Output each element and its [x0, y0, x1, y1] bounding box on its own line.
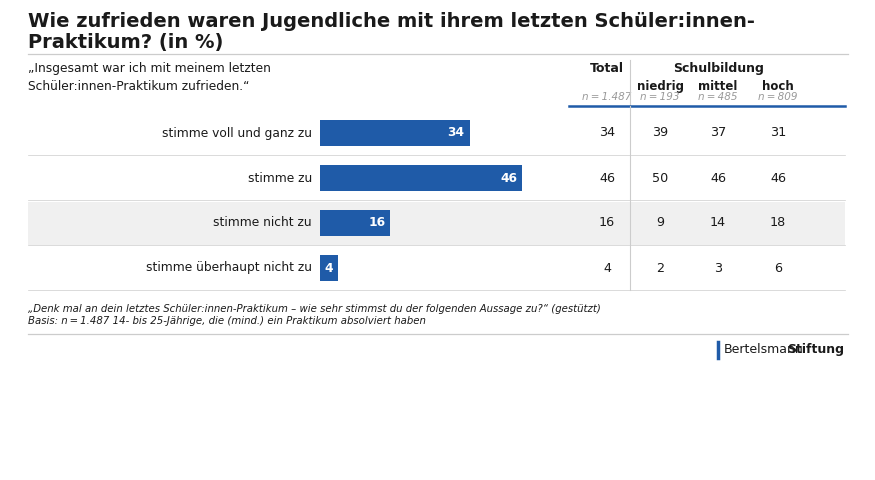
- Text: 34: 34: [598, 127, 615, 140]
- Text: n = 485: n = 485: [698, 92, 738, 102]
- Text: 16: 16: [598, 216, 615, 229]
- Text: 39: 39: [652, 127, 668, 140]
- Text: n = 1.487: n = 1.487: [583, 92, 632, 102]
- Text: 14: 14: [710, 216, 726, 229]
- Text: Praktikum? (in %): Praktikum? (in %): [28, 33, 223, 52]
- Text: Bertelsmann: Bertelsmann: [724, 343, 804, 356]
- Text: 3: 3: [714, 262, 722, 275]
- Text: n = 193: n = 193: [640, 92, 680, 102]
- Text: Wie zufrieden waren Jugendliche mit ihrem letzten Schüler:innen-: Wie zufrieden waren Jugendliche mit ihre…: [28, 12, 755, 31]
- Bar: [28, 111, 845, 155]
- Text: 50: 50: [652, 171, 668, 184]
- Text: 46: 46: [770, 171, 786, 184]
- Text: 4: 4: [603, 262, 611, 275]
- Bar: [320, 255, 338, 281]
- Bar: [28, 247, 845, 289]
- Text: stimme zu: stimme zu: [248, 171, 312, 184]
- Text: stimme nicht zu: stimme nicht zu: [214, 216, 312, 229]
- Text: 6: 6: [774, 262, 782, 275]
- Bar: [28, 202, 845, 244]
- Text: 9: 9: [656, 216, 664, 229]
- Bar: [320, 120, 470, 146]
- Text: hoch: hoch: [762, 80, 794, 93]
- Text: 31: 31: [770, 127, 786, 140]
- Text: Schulbildung: Schulbildung: [674, 62, 765, 75]
- Text: Basis: n = 1.487 14- bis 25-Jährige, die (mind.) ein Praktikum absolviert haben: Basis: n = 1.487 14- bis 25-Jährige, die…: [28, 316, 426, 326]
- Text: mittel: mittel: [698, 80, 738, 93]
- Text: Stiftung: Stiftung: [787, 343, 844, 356]
- Text: 46: 46: [710, 171, 726, 184]
- Bar: [320, 165, 522, 191]
- Text: 4: 4: [324, 262, 332, 275]
- Text: 2: 2: [656, 262, 664, 275]
- Text: Total: Total: [590, 62, 624, 75]
- Text: 37: 37: [710, 127, 726, 140]
- Text: niedrig: niedrig: [636, 80, 683, 93]
- Text: 46: 46: [599, 171, 615, 184]
- Text: stimme voll und ganz zu: stimme voll und ganz zu: [162, 127, 312, 140]
- Text: „Denk mal an dein letztes Schüler:innen-Praktikum – wie sehr stimmst du der folg: „Denk mal an dein letztes Schüler:innen-…: [28, 303, 601, 313]
- Text: „Insgesamt war ich mit meinem letzten
Schüler:innen-Praktikum zufrieden.“: „Insgesamt war ich mit meinem letzten Sc…: [28, 62, 271, 93]
- Text: 34: 34: [448, 127, 465, 140]
- Text: 46: 46: [500, 171, 517, 184]
- Bar: [28, 156, 845, 200]
- Text: stimme überhaupt nicht zu: stimme überhaupt nicht zu: [146, 262, 312, 275]
- Text: 16: 16: [368, 216, 385, 229]
- Text: n = 809: n = 809: [759, 92, 798, 102]
- Text: 18: 18: [770, 216, 786, 229]
- Bar: [320, 210, 390, 236]
